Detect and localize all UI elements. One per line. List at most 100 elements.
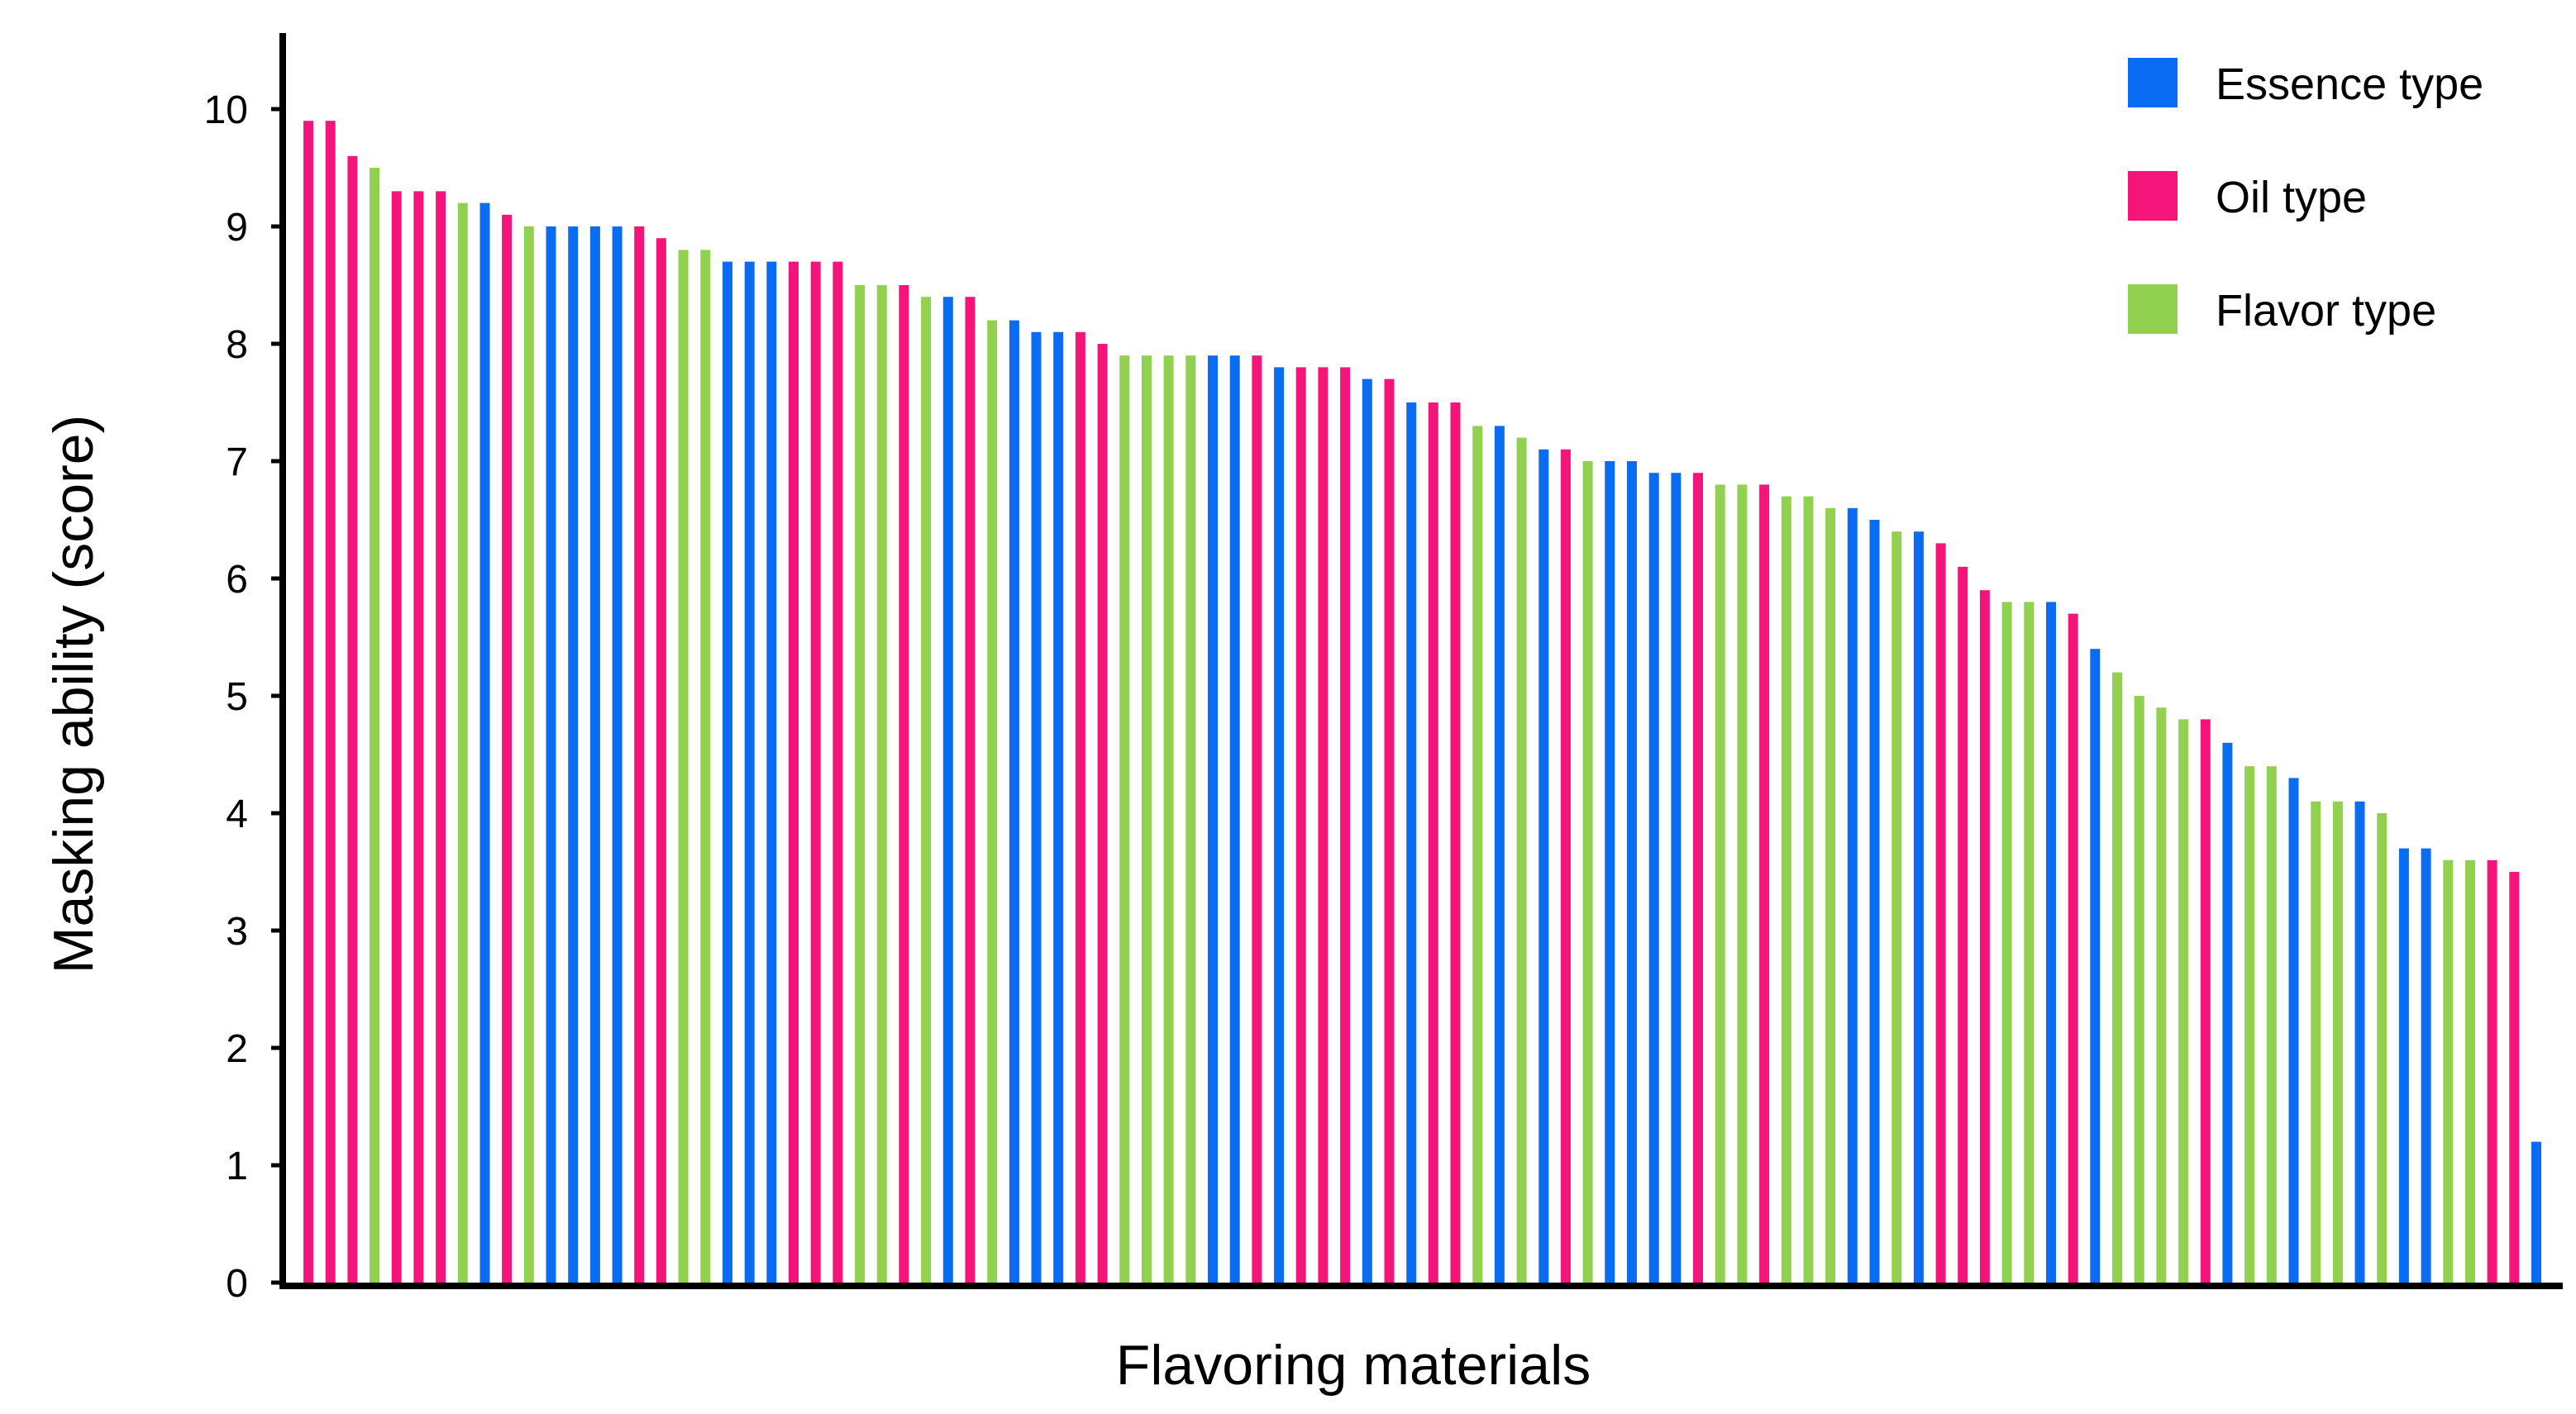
bar bbox=[479, 202, 490, 1283]
y-tick-label: 6 bbox=[226, 558, 248, 602]
bar bbox=[1185, 355, 1196, 1283]
bar bbox=[1693, 473, 1703, 1283]
legend-swatch bbox=[2128, 284, 2178, 334]
bar bbox=[1053, 331, 1064, 1283]
bar bbox=[2377, 813, 2388, 1283]
bar bbox=[1913, 531, 1924, 1283]
bar bbox=[1097, 344, 1108, 1283]
bar bbox=[855, 285, 866, 1283]
legend: Essence type Oil type Flavor type bbox=[2128, 58, 2483, 336]
bar bbox=[1560, 449, 1571, 1283]
bar bbox=[2068, 613, 2078, 1283]
bar bbox=[1274, 367, 1285, 1283]
bar bbox=[1031, 331, 1042, 1283]
bar bbox=[876, 285, 887, 1283]
bar bbox=[1340, 367, 1351, 1283]
bar bbox=[325, 121, 336, 1283]
bar bbox=[2156, 707, 2167, 1283]
bar bbox=[2178, 719, 2189, 1283]
bar bbox=[523, 226, 534, 1283]
bar bbox=[2112, 672, 2122, 1283]
bar bbox=[942, 297, 953, 1283]
bar bbox=[1406, 402, 1417, 1283]
bar bbox=[1538, 449, 1549, 1283]
bar bbox=[1119, 355, 1130, 1283]
bar bbox=[1295, 367, 1306, 1283]
y-tick-label: 9 bbox=[226, 206, 248, 250]
y-tick-label: 7 bbox=[226, 440, 248, 484]
bar bbox=[921, 297, 932, 1283]
bar bbox=[2134, 696, 2144, 1283]
bar bbox=[2266, 766, 2277, 1283]
y-tick-label: 2 bbox=[226, 1027, 248, 1071]
bar bbox=[589, 226, 600, 1283]
bar bbox=[744, 261, 755, 1283]
bar bbox=[1450, 402, 1461, 1283]
bar bbox=[2024, 602, 2035, 1283]
y-tick-label: 5 bbox=[226, 675, 248, 719]
bar bbox=[303, 121, 313, 1283]
bar bbox=[2001, 602, 2012, 1283]
bar bbox=[2465, 859, 2475, 1283]
bar bbox=[678, 250, 689, 1283]
bar bbox=[502, 214, 513, 1283]
bar bbox=[1627, 461, 1637, 1283]
y-tick-label: 4 bbox=[226, 793, 248, 836]
bar bbox=[1671, 473, 1682, 1283]
bar bbox=[2244, 766, 2255, 1283]
bar bbox=[1825, 507, 1836, 1283]
bar bbox=[1605, 461, 1615, 1283]
bar bbox=[457, 202, 468, 1283]
bar bbox=[2200, 719, 2211, 1283]
bar bbox=[1935, 543, 1946, 1283]
bar bbox=[987, 320, 998, 1283]
bar bbox=[347, 155, 358, 1283]
y-axis-title: Masking ability (score) bbox=[42, 415, 105, 974]
bar bbox=[1009, 320, 1019, 1283]
y-tick-label: 8 bbox=[226, 323, 248, 367]
y-tick-label: 3 bbox=[226, 910, 248, 954]
bar bbox=[965, 297, 976, 1283]
bars-group bbox=[303, 121, 2541, 1283]
bar bbox=[2311, 801, 2321, 1283]
y-tick-label: 10 bbox=[204, 88, 248, 132]
y-tick-label: 1 bbox=[226, 1145, 248, 1188]
legend-swatch bbox=[2128, 171, 2178, 221]
bar bbox=[1362, 378, 1372, 1283]
bar bbox=[546, 226, 556, 1283]
bar bbox=[899, 285, 909, 1283]
bar bbox=[1208, 355, 1218, 1283]
bar bbox=[2421, 848, 2431, 1283]
bar bbox=[1142, 355, 1152, 1283]
bar bbox=[413, 191, 424, 1283]
bar bbox=[1428, 402, 1438, 1283]
y-tick-label: 0 bbox=[226, 1262, 248, 1306]
legend-label: Oil type bbox=[2216, 173, 2367, 222]
legend-swatch bbox=[2128, 58, 2178, 107]
bar bbox=[810, 261, 821, 1283]
bar bbox=[1229, 355, 1240, 1283]
bar bbox=[1075, 331, 1085, 1283]
bar bbox=[1648, 473, 1659, 1283]
bar bbox=[1582, 461, 1593, 1283]
bar bbox=[391, 191, 402, 1283]
bar bbox=[2487, 859, 2497, 1283]
bar bbox=[1891, 531, 1902, 1283]
bar bbox=[634, 226, 645, 1283]
bar bbox=[1163, 355, 1174, 1283]
bar bbox=[1958, 566, 1968, 1283]
bar bbox=[2332, 801, 2343, 1283]
x-axis-title: Flavoring materials bbox=[1116, 1334, 1591, 1397]
bar bbox=[2398, 848, 2409, 1283]
bar bbox=[1252, 355, 1262, 1283]
bar bbox=[766, 261, 777, 1283]
bar bbox=[370, 168, 379, 1283]
bar bbox=[1737, 484, 1748, 1283]
bar bbox=[723, 261, 732, 1283]
bar bbox=[2090, 649, 2101, 1283]
bar bbox=[2509, 872, 2520, 1283]
bar bbox=[789, 261, 799, 1283]
legend-label: Essence type bbox=[2216, 60, 2483, 109]
bar bbox=[1781, 496, 1791, 1283]
bar bbox=[832, 261, 843, 1283]
